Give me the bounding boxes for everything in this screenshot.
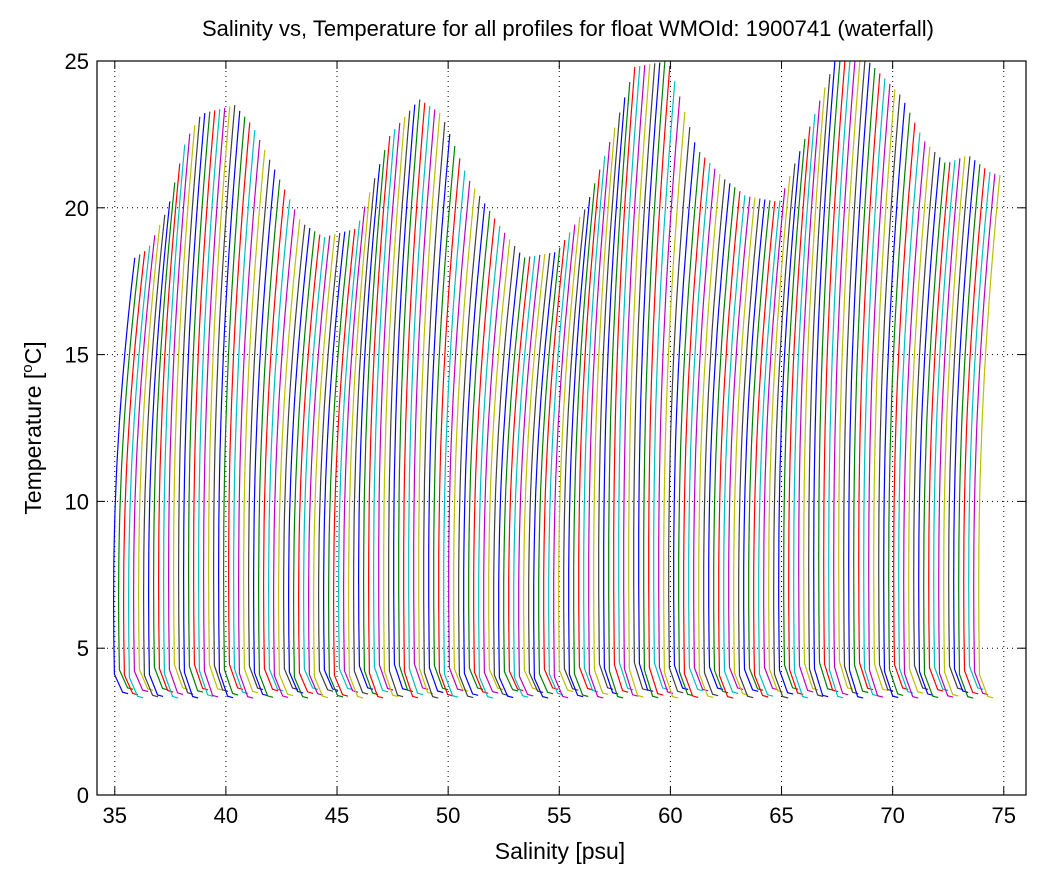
y-tick-label: 20 <box>65 196 89 221</box>
y-axis-title-main: Temperature [ <box>20 372 46 515</box>
x-tick-label: 70 <box>880 803 904 828</box>
x-tick-label: 75 <box>992 803 1016 828</box>
y-tick-label: 15 <box>65 343 89 368</box>
y-tick-label: 25 <box>65 49 89 74</box>
y-tick-label: 5 <box>77 636 89 661</box>
x-tick-label: 50 <box>436 803 460 828</box>
x-tick-label: 65 <box>769 803 793 828</box>
y-axis-title-degree: o <box>19 364 36 372</box>
y-axis-title: Temperature [oC] <box>19 341 46 514</box>
x-tick-label: 45 <box>325 803 349 828</box>
x-tick-label: 60 <box>658 803 682 828</box>
x-tick-label: 55 <box>547 803 571 828</box>
y-tick-label: 0 <box>77 783 89 808</box>
chart-title: Salinity vs, Temperature for all profile… <box>202 16 934 41</box>
x-axis-title: Salinity [psu] <box>495 838 625 864</box>
y-tick-label: 10 <box>65 489 89 514</box>
x-tick-label: 35 <box>103 803 127 828</box>
y-axis-title-unit: C] <box>20 341 46 364</box>
x-tick-label: 40 <box>214 803 238 828</box>
